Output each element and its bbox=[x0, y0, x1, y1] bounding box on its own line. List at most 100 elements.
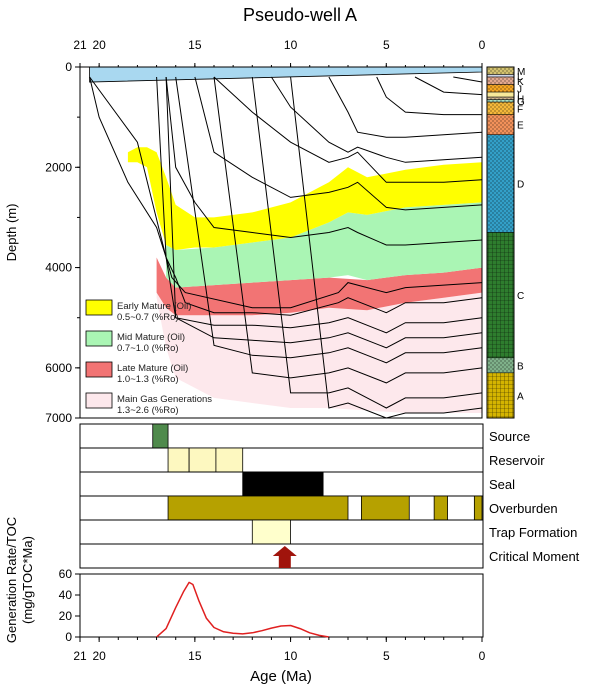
burial-plot: 21 20 15 10 5 0 0 2000 4000 6000 7000 Depth (m) Earl… bbox=[4, 38, 486, 425]
age-axis-label: Age (Ma) bbox=[250, 668, 312, 684]
burial-curve bbox=[175, 76, 483, 364]
age-axis-tick-label: 15 bbox=[188, 649, 202, 663]
burial-curve bbox=[251, 76, 483, 409]
top-axis-tick-label: 21 bbox=[73, 38, 87, 52]
burial-curve bbox=[165, 76, 483, 349]
depth-axis-tick-label: 0 bbox=[65, 60, 72, 74]
depth-axis-tick-label: 4000 bbox=[45, 261, 72, 275]
age-axis-tick-label: 20 bbox=[92, 649, 106, 663]
legend-swatch-gas bbox=[85, 392, 113, 409]
rate-axis-tick-label: 40 bbox=[59, 588, 73, 602]
legend-range: 0.5~0.7 (%Ro) bbox=[117, 312, 179, 323]
formation-label: C bbox=[517, 291, 524, 302]
event-bar-reservoir bbox=[188, 447, 217, 473]
legend-swatch-mid bbox=[85, 330, 113, 347]
burial-curve bbox=[376, 76, 482, 116]
age-axis-tick-label: 21 bbox=[73, 649, 87, 663]
burial-curve bbox=[89, 76, 483, 309]
formation-pattern bbox=[487, 102, 514, 115]
legend-swatch-early bbox=[85, 299, 113, 316]
burial-plot-frame bbox=[79, 66, 483, 419]
depth-axis-label: Depth (m) bbox=[4, 204, 19, 262]
formation-pattern bbox=[487, 97, 514, 100]
formation-label: B bbox=[517, 361, 524, 372]
event-label: Reservoir bbox=[489, 453, 545, 468]
depth-axis-tick-label: 6000 bbox=[45, 361, 72, 375]
event-row bbox=[79, 423, 484, 449]
formation-pattern bbox=[487, 77, 514, 85]
formation-pattern bbox=[487, 99, 514, 103]
formation-label: A bbox=[517, 391, 524, 402]
rate-axis-tick-label: 0 bbox=[65, 630, 72, 644]
generation-rate-plot: 0 20 40 60 21 20 15 10 5 0 Age (Ma) Generation Rate… bbox=[4, 517, 486, 684]
depth-axis-tick-label: 2000 bbox=[45, 160, 72, 174]
rate-axis-tick-label: 60 bbox=[59, 567, 73, 581]
event-label: Seal bbox=[489, 477, 515, 492]
formation-label: K bbox=[517, 77, 524, 88]
legend-swatch-late bbox=[85, 361, 113, 378]
top-axis-tick-label: 0 bbox=[479, 38, 486, 52]
formation-label: M bbox=[517, 67, 525, 78]
maturity-zone-mid bbox=[166, 202, 482, 288]
burial-curve bbox=[89, 76, 483, 316]
formation-label: F bbox=[517, 104, 523, 115]
formation-label: H bbox=[517, 94, 524, 105]
formation-pattern bbox=[487, 84, 514, 93]
event-bar-overburden bbox=[433, 495, 448, 521]
age-axis-tick-label: 10 bbox=[284, 649, 298, 663]
top-axis-tick-label: 5 bbox=[383, 38, 390, 52]
burial-curve bbox=[213, 76, 483, 183]
burial-curve bbox=[270, 76, 483, 163]
legend-label: Mid Mature (Oil) bbox=[117, 332, 185, 343]
top-axis-tick-label: 10 bbox=[284, 38, 298, 52]
burial-curve bbox=[328, 76, 483, 138]
age-axis-tick-label: 5 bbox=[383, 649, 390, 663]
rate-plot-frame bbox=[79, 573, 484, 638]
event-label: Critical Moment bbox=[489, 549, 580, 564]
formation-label: D bbox=[517, 180, 524, 191]
top-axis-tick-label: 20 bbox=[92, 38, 106, 52]
event-bar-trap bbox=[251, 519, 291, 545]
event-bar-overburden bbox=[167, 495, 349, 521]
event-row bbox=[79, 447, 484, 473]
burial-curve bbox=[414, 76, 483, 96]
formation-label: G bbox=[517, 97, 525, 108]
event-bar-overburden bbox=[473, 495, 483, 521]
event-bar-seal bbox=[242, 471, 324, 497]
rate-axis-label: Generation Rate/TOC bbox=[4, 517, 19, 643]
legend-label: Early Mature (Oil) bbox=[117, 301, 191, 312]
burial-curve bbox=[213, 76, 483, 384]
burial-curve bbox=[453, 76, 483, 83]
rate-axis-tick-label: 20 bbox=[59, 609, 73, 623]
event-bar-reservoir bbox=[215, 447, 244, 473]
event-bar-reservoir bbox=[167, 447, 190, 473]
burial-curve bbox=[165, 76, 483, 246]
formation-pattern bbox=[487, 134, 514, 233]
event-bar-source bbox=[152, 423, 169, 449]
event-chart: Source Reservoir Seal Overburden Trap Format… bbox=[79, 423, 580, 569]
legend-range: 1.3~2.6 (%Ro) bbox=[117, 405, 179, 416]
formation-L bbox=[486, 74, 515, 78]
formation-pattern bbox=[487, 232, 514, 358]
event-label: Overburden bbox=[489, 501, 558, 516]
maturity-zone-late bbox=[156, 257, 482, 316]
top-axis-tick-label: 15 bbox=[188, 38, 202, 52]
formation-pattern bbox=[487, 372, 514, 418]
generation-rate-curve bbox=[156, 581, 330, 638]
depth-axis-tick-label: 7000 bbox=[45, 411, 72, 425]
burial-curve bbox=[156, 76, 483, 334]
legend-label: Late Mature (Oil) bbox=[117, 363, 188, 374]
figure-title: Pseudo-well A bbox=[243, 5, 357, 25]
formation-pattern bbox=[487, 114, 514, 135]
formation-label: J bbox=[517, 84, 522, 95]
formation-I bbox=[486, 91, 515, 98]
formation-pattern bbox=[487, 67, 514, 75]
critical-moment-arrow bbox=[272, 546, 297, 568]
formation-label: L bbox=[517, 72, 523, 83]
event-bar-overburden bbox=[360, 495, 410, 521]
maturity-zone-gas bbox=[156, 292, 482, 413]
legend-range: 0.7~1.0 (%Ro) bbox=[117, 343, 179, 354]
age-axis-tick-label: 0 bbox=[479, 649, 486, 663]
legend-range: 1.0~1.3 (%Ro) bbox=[117, 374, 179, 385]
